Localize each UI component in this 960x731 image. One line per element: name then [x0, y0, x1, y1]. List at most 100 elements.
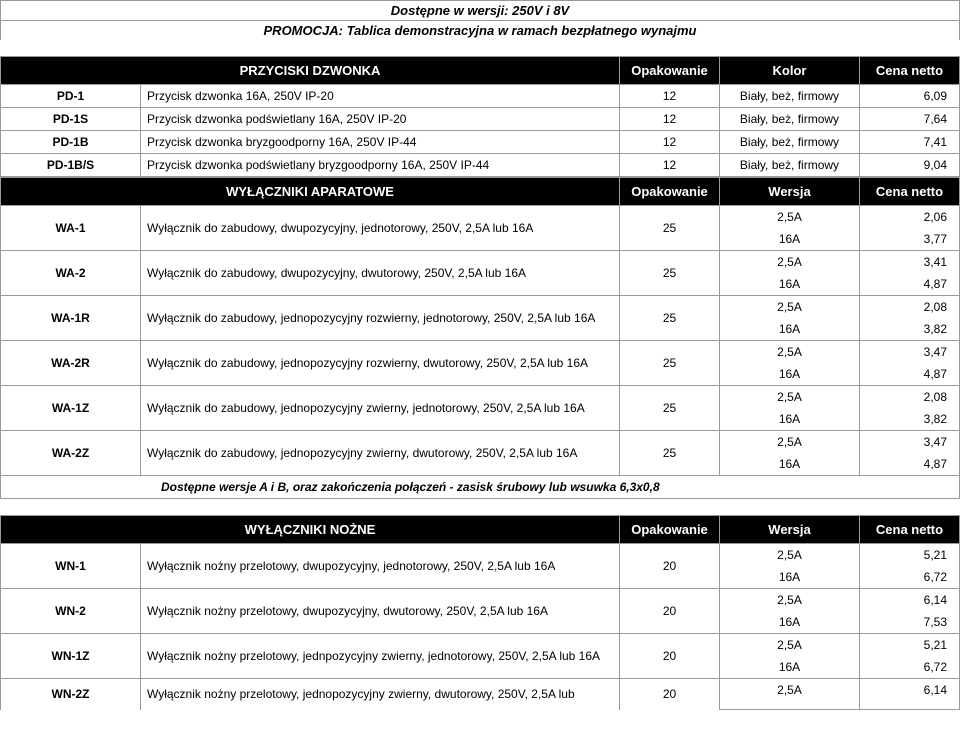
cell-code: WN-2Z: [1, 679, 141, 710]
cell-pack: 25: [620, 251, 720, 296]
cell-pack: 25: [620, 386, 720, 431]
cell-price: 6,09: [860, 85, 960, 108]
cell-desc: Wyłącznik nożny przelotowy, dwupozycyjny…: [141, 544, 620, 589]
cell-price: 6,14: [860, 589, 960, 612]
cell-price: 7,53: [860, 611, 960, 634]
cell-price: 4,87: [860, 453, 960, 476]
table-przyciski: PRZYCISKI DZWONKA Opakowanie Kolor Cena …: [0, 56, 960, 177]
cell-code: WN-2: [1, 589, 141, 634]
col-ver: Wersja: [720, 178, 860, 206]
cell-desc: Wyłącznik do zabudowy, jednopozycyjny ro…: [141, 296, 620, 341]
table-row: WA-1RWyłącznik do zabudowy, jednopozycyj…: [1, 296, 960, 319]
cell-version: 16A: [720, 656, 860, 679]
cell-price: 9,04: [860, 154, 960, 177]
cell-version: [720, 701, 860, 710]
cell-price: 5,21: [860, 544, 960, 567]
cell-code: PD-1B: [1, 131, 141, 154]
banner-line-1: Dostępne w wersji: 250V i 8V: [0, 0, 960, 20]
cell-pack: 20: [620, 679, 720, 710]
cell-desc: Wyłącznik do zabudowy, dwupozycyjny, dwu…: [141, 251, 620, 296]
banner-line-2: PROMOCJA: Tablica demonstracyjna w ramac…: [0, 20, 960, 40]
cell-price: 3,82: [860, 318, 960, 341]
col-ver: Kolor: [720, 57, 860, 85]
table-row: WA-2ZWyłącznik do zabudowy, jednopozycyj…: [1, 431, 960, 454]
col-price: Cena netto: [860, 178, 960, 206]
cell-price: 3,47: [860, 341, 960, 364]
col-pack: Opakowanie: [620, 57, 720, 85]
cell-version: 16A: [720, 318, 860, 341]
cell-price: 2,08: [860, 296, 960, 319]
section2-title: WYŁĄCZNIKI APARATOWE: [1, 178, 620, 206]
cell-code: WA-1: [1, 206, 141, 251]
cell-price: 6,72: [860, 566, 960, 589]
cell-price: 6,14: [860, 679, 960, 702]
cell-pack: 20: [620, 544, 720, 589]
table-row: WA-2Wyłącznik do zabudowy, dwupozycyjny,…: [1, 251, 960, 274]
cell-desc: Przycisk dzwonka bryzgoodporny 16A, 250V…: [141, 131, 620, 154]
cell-version: Biały, beż, firmowy: [720, 154, 860, 177]
cell-price: 2,06: [860, 206, 960, 229]
col-pack: Opakowanie: [620, 178, 720, 206]
col-pack: Opakowanie: [620, 516, 720, 544]
cell-price: 3,82: [860, 408, 960, 431]
cell-price: 3,41: [860, 251, 960, 274]
cell-code: WA-2R: [1, 341, 141, 386]
section2-note: Dostępne wersje A i B, oraz zakończenia …: [1, 476, 960, 499]
cell-version: 2,5A: [720, 589, 860, 612]
cell-version: 2,5A: [720, 386, 860, 409]
cell-pack: 25: [620, 296, 720, 341]
cell-price: 2,08: [860, 386, 960, 409]
table-aparatowe: WYŁĄCZNIKI APARATOWE Opakowanie Wersja C…: [0, 177, 960, 499]
cell-price: 7,64: [860, 108, 960, 131]
table-nozne: WYŁĄCZNIKI NOŻNE Opakowanie Wersja Cena …: [0, 515, 960, 710]
table-row: PD-1Przycisk dzwonka 16A, 250V IP-2012Bi…: [1, 85, 960, 108]
table-row: WN-2ZWyłącznik nożny przelotowy, jednopo…: [1, 679, 960, 702]
cell-pack: 12: [620, 154, 720, 177]
table-row: WN-1ZWyłącznik nożny przelotowy, jednpoz…: [1, 634, 960, 657]
cell-pack: 20: [620, 634, 720, 679]
cell-version: 16A: [720, 408, 860, 431]
cell-version: Biały, beż, firmowy: [720, 131, 860, 154]
cell-version: 2,5A: [720, 431, 860, 454]
cell-price: 4,87: [860, 273, 960, 296]
cell-pack: 25: [620, 341, 720, 386]
cell-version: 2,5A: [720, 544, 860, 567]
cell-desc: Wyłącznik do zabudowy, dwupozycyjny, jed…: [141, 206, 620, 251]
cell-version: 2,5A: [720, 341, 860, 364]
cell-version: 2,5A: [720, 634, 860, 657]
col-price: Cena netto: [860, 57, 960, 85]
table-row: WN-2Wyłącznik nożny przelotowy, dwupozyc…: [1, 589, 960, 612]
cell-desc: Wyłącznik nożny przelotowy, jednpozycyjn…: [141, 634, 620, 679]
cell-code: WN-1: [1, 544, 141, 589]
cell-version: 16A: [720, 453, 860, 476]
table-row: PD-1SPrzycisk dzwonka podświetlany 16A, …: [1, 108, 960, 131]
col-ver: Wersja: [720, 516, 860, 544]
cell-desc: Przycisk dzwonka podświetlany bryzgoodpo…: [141, 154, 620, 177]
cell-pack: 12: [620, 108, 720, 131]
cell-desc: Wyłącznik do zabudowy, jednopozycyjny zw…: [141, 386, 620, 431]
cell-code: WA-1Z: [1, 386, 141, 431]
cell-code: PD-1: [1, 85, 141, 108]
section3-title: WYŁĄCZNIKI NOŻNE: [1, 516, 620, 544]
cell-version: 2,5A: [720, 296, 860, 319]
table-row: WN-1Wyłącznik nożny przelotowy, dwupozyc…: [1, 544, 960, 567]
cell-version: 16A: [720, 228, 860, 251]
cell-version: 16A: [720, 363, 860, 386]
cell-version: 2,5A: [720, 206, 860, 229]
cell-desc: Wyłącznik nożny przelotowy, jednopozycyj…: [141, 679, 620, 710]
col-price: Cena netto: [860, 516, 960, 544]
cell-code: WN-1Z: [1, 634, 141, 679]
cell-code: WA-2Z: [1, 431, 141, 476]
cell-code: PD-1S: [1, 108, 141, 131]
cell-pack: 25: [620, 206, 720, 251]
cell-version: 16A: [720, 566, 860, 589]
cell-price: [860, 701, 960, 710]
cell-pack: 12: [620, 131, 720, 154]
cell-pack: 20: [620, 589, 720, 634]
cell-version: 2,5A: [720, 251, 860, 274]
cell-version: Biały, beż, firmowy: [720, 85, 860, 108]
table-row: WA-2RWyłącznik do zabudowy, jednopozycyj…: [1, 341, 960, 364]
cell-desc: Przycisk dzwonka 16A, 250V IP-20: [141, 85, 620, 108]
cell-desc: Wyłącznik nożny przelotowy, dwupozycyjny…: [141, 589, 620, 634]
table-row: PD-1B/SPrzycisk dzwonka podświetlany bry…: [1, 154, 960, 177]
